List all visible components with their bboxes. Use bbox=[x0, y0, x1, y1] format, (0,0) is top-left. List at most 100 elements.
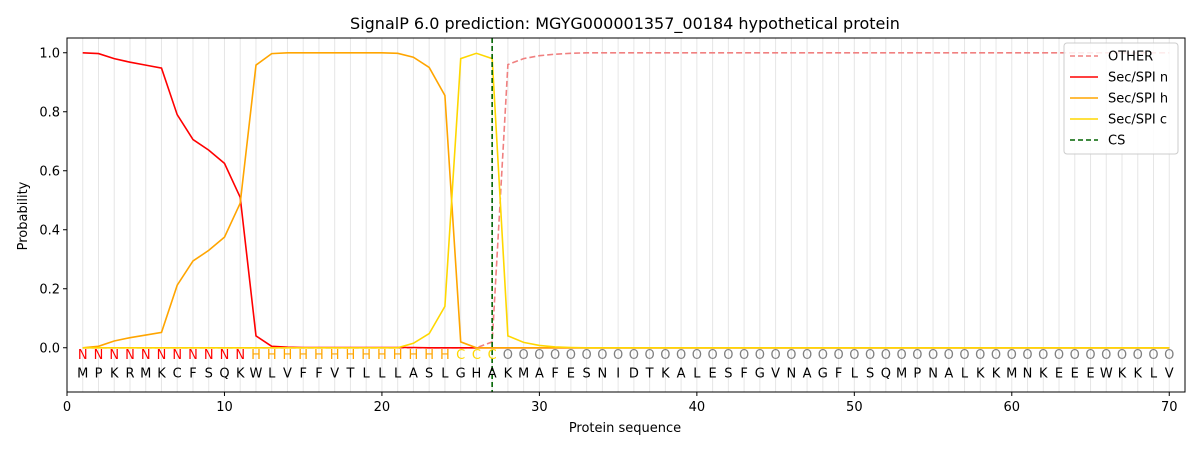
region-label: O bbox=[550, 348, 560, 363]
residue-label: K bbox=[236, 366, 245, 381]
region-label: H bbox=[393, 348, 403, 363]
residue-label: F bbox=[189, 366, 196, 381]
region-label: N bbox=[78, 348, 88, 363]
region-label: C bbox=[472, 348, 481, 363]
region-label: O bbox=[755, 348, 765, 363]
residue-label: L bbox=[378, 366, 386, 381]
residue-label: S bbox=[205, 366, 213, 381]
legend-label: OTHER bbox=[1108, 50, 1153, 65]
residue-label: A bbox=[803, 366, 812, 381]
region-label: O bbox=[503, 348, 513, 363]
region-label: O bbox=[723, 348, 733, 363]
sequence-annotations: NMNPNKNRNMNKNCNFNSNQNKHWHLHVHFHFHVHTHLHL… bbox=[77, 348, 1174, 381]
region-label: O bbox=[566, 348, 576, 363]
region-label: N bbox=[109, 348, 119, 363]
region-label: C bbox=[488, 348, 497, 363]
region-label: H bbox=[424, 348, 434, 363]
residue-label: G bbox=[755, 366, 765, 381]
region-label: O bbox=[629, 348, 639, 363]
region-label: H bbox=[314, 348, 324, 363]
region-label: N bbox=[94, 348, 104, 363]
residue-label: F bbox=[299, 366, 306, 381]
residue-label: K bbox=[661, 366, 670, 381]
region-label: O bbox=[833, 348, 843, 363]
region-label: O bbox=[1007, 348, 1017, 363]
series-line bbox=[82, 52, 1170, 349]
region-label: H bbox=[361, 348, 371, 363]
x-tick-label: 70 bbox=[1161, 400, 1178, 415]
region-label: O bbox=[613, 348, 623, 363]
region-label: O bbox=[928, 348, 938, 363]
y-tick-label: 1.0 bbox=[39, 46, 60, 61]
region-label: H bbox=[298, 348, 308, 363]
residue-label: K bbox=[1039, 366, 1048, 381]
residue-label: S bbox=[583, 366, 591, 381]
y-tick-label: 0.2 bbox=[39, 282, 60, 297]
region-label: N bbox=[125, 348, 135, 363]
residue-label: I bbox=[616, 366, 620, 381]
region-label: O bbox=[1117, 348, 1127, 363]
residue-label: P bbox=[913, 366, 921, 381]
series-line bbox=[82, 52, 1170, 349]
residue-label: N bbox=[598, 366, 608, 381]
residue-label: E bbox=[567, 366, 575, 381]
residue-label: N bbox=[786, 366, 796, 381]
y-tick-label: 0.8 bbox=[39, 105, 60, 120]
residue-label: R bbox=[125, 366, 134, 381]
region-label: O bbox=[1133, 348, 1143, 363]
residue-label: S bbox=[866, 366, 874, 381]
region-label: O bbox=[944, 348, 954, 363]
region-label: N bbox=[235, 348, 245, 363]
residue-label: F bbox=[740, 366, 747, 381]
residue-label: A bbox=[677, 366, 686, 381]
residue-label: K bbox=[504, 366, 513, 381]
region-label: N bbox=[204, 348, 214, 363]
region-label: O bbox=[802, 348, 812, 363]
residue-label: M bbox=[77, 366, 88, 381]
region-label: O bbox=[881, 348, 891, 363]
x-tick-label: 40 bbox=[689, 400, 706, 415]
residue-label: V bbox=[771, 366, 780, 381]
residue-label: L bbox=[268, 366, 276, 381]
x-tick-label: 20 bbox=[374, 400, 391, 415]
legend: OTHER Sec/SPI n Sec/SPI h Sec/SPI c CS bbox=[1063, 42, 1179, 155]
region-label: N bbox=[188, 348, 198, 363]
series-lines bbox=[82, 38, 1170, 392]
plot-frame bbox=[66, 37, 1186, 393]
region-label: H bbox=[251, 348, 261, 363]
region-label: H bbox=[346, 348, 356, 363]
residue-label: E bbox=[1055, 366, 1063, 381]
legend-label: Sec/SPI h bbox=[1108, 92, 1168, 107]
region-label: O bbox=[991, 348, 1001, 363]
region-label: O bbox=[818, 348, 828, 363]
y-tick-label: 0.0 bbox=[39, 341, 60, 356]
region-label: H bbox=[283, 348, 293, 363]
region-label: H bbox=[267, 348, 277, 363]
region-label: O bbox=[676, 348, 686, 363]
residue-label: G bbox=[818, 366, 828, 381]
residue-label: K bbox=[992, 366, 1001, 381]
residue-label: T bbox=[645, 366, 654, 381]
region-label: N bbox=[157, 348, 167, 363]
residue-label: A bbox=[488, 366, 497, 381]
series-line bbox=[82, 51, 1170, 349]
x-tick-label: 0 bbox=[63, 400, 71, 415]
x-tick-label: 10 bbox=[216, 400, 233, 415]
residue-label: N bbox=[1023, 366, 1033, 381]
region-label: O bbox=[975, 348, 985, 363]
series-line bbox=[82, 51, 1170, 349]
region-label: O bbox=[1070, 348, 1080, 363]
residue-label: L bbox=[363, 366, 371, 381]
residue-label: Q bbox=[219, 366, 229, 381]
residue-label: C bbox=[173, 366, 182, 381]
region-label: O bbox=[645, 348, 655, 363]
region-label: O bbox=[1148, 348, 1158, 363]
residue-label: H bbox=[472, 366, 482, 381]
legend-label: Sec/SPI c bbox=[1108, 113, 1167, 128]
residue-label: F bbox=[551, 366, 558, 381]
region-label: N bbox=[172, 348, 182, 363]
axes: 0 10 20 30 40 50 60 70 0.0 0.2 0.4 0.6 0.8 1.0 bbox=[39, 46, 1177, 415]
region-label: O bbox=[1101, 348, 1111, 363]
residue-label: P bbox=[95, 366, 103, 381]
residue-label: V bbox=[1165, 366, 1174, 381]
